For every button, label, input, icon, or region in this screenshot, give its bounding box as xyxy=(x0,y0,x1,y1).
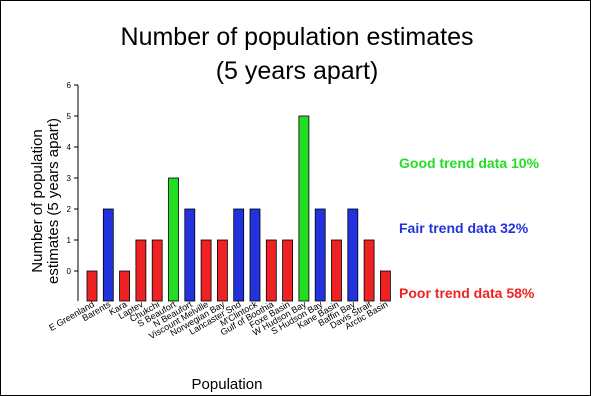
y-tick-label: 6 xyxy=(67,81,72,90)
y-tick-label: 5 xyxy=(67,112,72,121)
annotation-fair-trend: Fair trend data 32% xyxy=(399,220,529,236)
bar-s-beaufort xyxy=(168,177,179,302)
bar-kara xyxy=(119,270,130,302)
bar-n-beaufort xyxy=(184,208,196,302)
y-tick-label: 0 xyxy=(67,267,72,276)
bar-davis-strait xyxy=(363,239,375,302)
bar-s-hudson-bay xyxy=(314,208,326,302)
bar-e-greenland xyxy=(86,270,98,302)
y-axis-ticks: 0 1 2 3 4 5 6 xyxy=(67,81,78,276)
bar-norwegian-bay xyxy=(216,239,228,302)
y-tick-label: 2 xyxy=(67,205,72,214)
bar-barents xyxy=(102,208,114,302)
bar-lancaster-snd xyxy=(233,208,245,302)
bar-baffin-bay xyxy=(347,208,359,302)
bar-m-clintock xyxy=(249,208,261,302)
bar-gulf-of-boothia xyxy=(265,239,277,302)
bars-group xyxy=(86,115,391,302)
bar-foxe-basin xyxy=(282,239,294,302)
annotation-good-trend: Good trend data 10% xyxy=(399,155,540,171)
bar-laptev xyxy=(135,239,147,302)
bar-w-hudson-bay xyxy=(298,115,310,302)
bar-kane-basin xyxy=(331,239,342,302)
chart-title-line-1: Number of population estimates xyxy=(121,23,474,51)
y-axis-label-line-2: estimates (5 years apart) xyxy=(45,118,62,284)
bar-viscount-melville xyxy=(200,239,212,302)
bar-chukchi xyxy=(151,239,163,302)
y-axis-label-line-1: Number of population xyxy=(29,129,46,272)
bar-arctic-basin xyxy=(379,270,391,302)
x-axis-label: Population xyxy=(192,376,263,393)
y-tick-label: 1 xyxy=(67,236,72,245)
annotation-poor-trend: Poor trend data 58% xyxy=(399,285,535,301)
y-tick-label: 3 xyxy=(67,174,72,183)
y-tick-label: 4 xyxy=(67,143,72,152)
chart-title-line-2: (5 years apart) xyxy=(216,57,379,85)
